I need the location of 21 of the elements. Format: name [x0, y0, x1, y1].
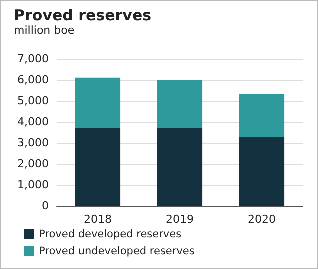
y-tick-label: 1,000 — [18, 178, 49, 192]
y-tick-label: 6,000 — [18, 74, 49, 86]
bar — [239, 137, 285, 206]
legend-label: Proved undeveloped reserves — [39, 246, 195, 258]
bar — [157, 80, 203, 129]
chart-subtitle: million boe — [14, 24, 75, 37]
x-tick-label: 2019 — [166, 213, 194, 226]
y-tick-label: 0 — [42, 200, 49, 212]
bar — [75, 128, 121, 206]
y-tick-label: 4,000 — [18, 116, 49, 128]
chart-title: Proved reserves — [14, 6, 152, 24]
y-tick-label: 7,000 — [18, 52, 49, 66]
legend-label: Proved developed reserves — [39, 228, 182, 240]
bar — [75, 78, 121, 129]
y-tick-label: 2,000 — [18, 158, 49, 170]
bar — [239, 94, 285, 138]
y-tick-label: 5,000 — [18, 94, 49, 108]
x-tick-label: 2018 — [84, 213, 112, 226]
bar — [157, 128, 203, 206]
x-tick-label: 2020 — [248, 213, 276, 226]
y-tick-label: 3,000 — [18, 136, 49, 150]
